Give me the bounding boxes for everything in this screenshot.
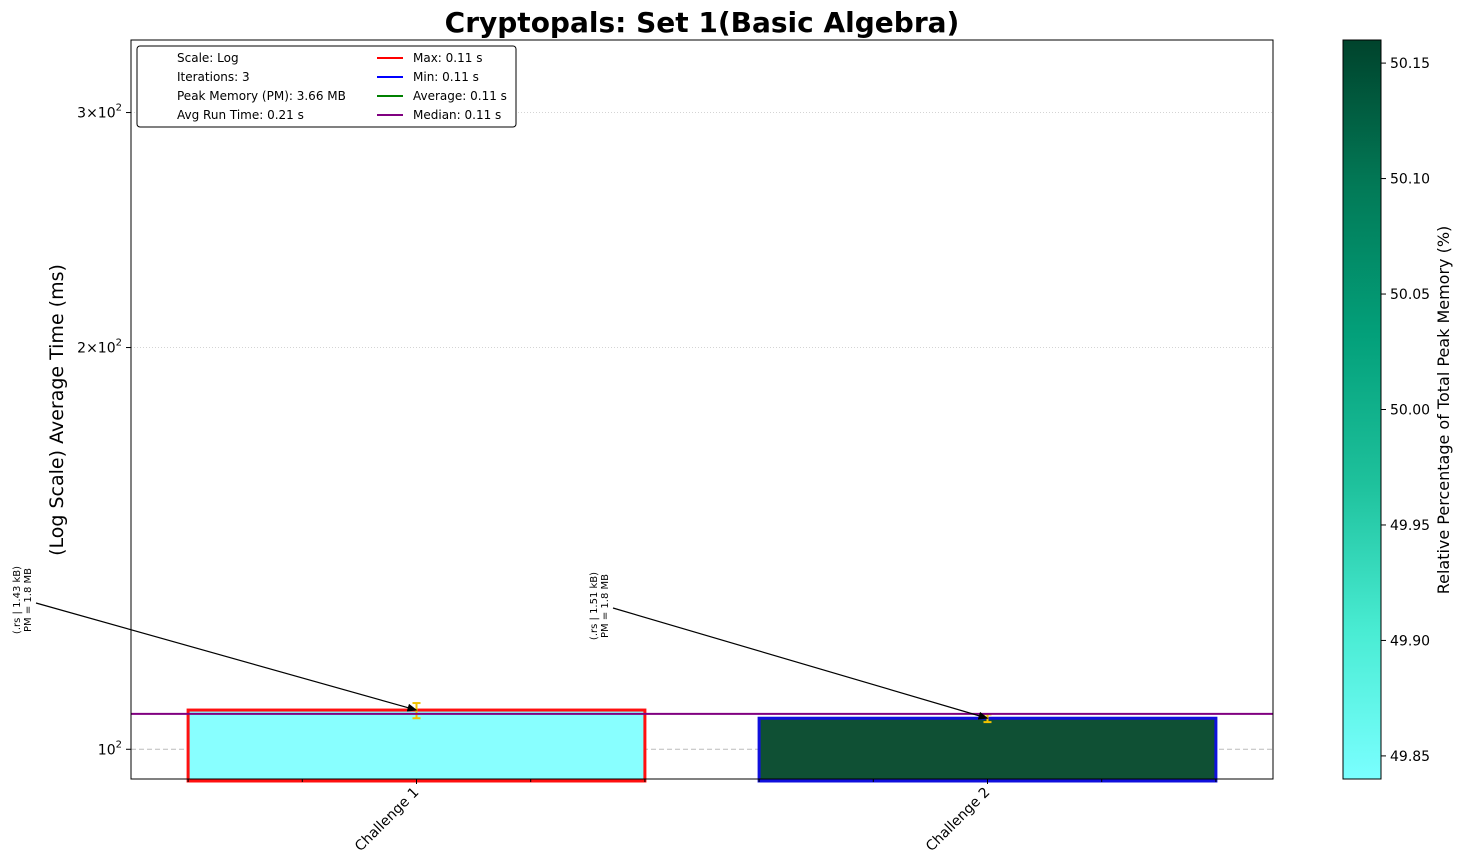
y-tick-label: 102 <box>98 739 122 758</box>
legend-frame <box>136 45 517 128</box>
annotation-arrow <box>35 602 418 712</box>
colorbar-tick-label: 50.10 <box>1390 172 1430 188</box>
legend-entry-3: Average: 0.11 s <box>413 89 507 103</box>
annotation-1: (.rs | 1.43 kB)PM = 1.8 MB <box>12 566 418 712</box>
colorbar-tick-label: 49.90 <box>1390 633 1430 649</box>
y-tick-label: 2×102 <box>77 338 122 357</box>
bar-1 <box>186 708 647 783</box>
annotation-2: (.rs | 1.51 kB)PM = 1.8 MB <box>589 572 989 720</box>
legend-info-2: Iterations: 3 <box>177 70 250 84</box>
chart-title: Cryptopals: Set 1(Basic Algebra) <box>445 6 960 39</box>
bars <box>186 702 1218 783</box>
colorbar-tick-label: 50.15 <box>1390 56 1430 72</box>
legend-entry-4: Median: 0.11 s <box>413 108 501 122</box>
legend-entry-2: Min: 0.11 s <box>413 70 479 84</box>
annotations: (.rs | 1.43 kB)PM = 1.8 MB (.rs | 1.51 kB… <box>12 566 989 720</box>
svg-text:(.rs | 1.43 kB)PM = 1.8 MB: (.rs | 1.43 kB)PM = 1.8 MB <box>12 566 34 634</box>
legend-entry-1: Max: 0.11 s <box>413 51 482 65</box>
colorbar-label: Relative Percentage of Total Peak Memory… <box>1434 226 1453 595</box>
gridlines <box>131 112 1273 750</box>
colorbar: Relative Percentage of Total Peak Memory… <box>1342 39 1453 780</box>
y-tick-label: 3×102 <box>77 103 122 122</box>
colorbar-tick-label: 50.05 <box>1390 287 1430 303</box>
colorbar-fill <box>1342 39 1382 780</box>
legend-info-1: Scale: Log <box>177 51 239 65</box>
legend: Scale: Log Iterations: 3 Peak Memory (PM):… <box>136 45 517 128</box>
svg-text:(.rs | 1.51 kB)PM = 1.8 MB: (.rs | 1.51 kB)PM = 1.8 MB <box>589 572 611 640</box>
x-tick-label: Challenge 2 <box>923 785 993 855</box>
annotation-arrow <box>612 607 989 720</box>
colorbar-tick-label: 49.85 <box>1390 749 1430 765</box>
x-tick-label: Challenge 1 <box>352 785 422 855</box>
legend-info-3: Peak Memory (PM): 3.66 MB <box>177 89 346 103</box>
bar-2 <box>757 716 1218 783</box>
y-axis-label: (Log Scale) Average Time (ms) <box>46 264 68 556</box>
plot-frame <box>130 39 1274 780</box>
colorbar-tick-label: 50.00 <box>1390 403 1430 419</box>
colorbar-tick-label: 49.95 <box>1390 518 1430 534</box>
legend-info-4: Avg Run Time: 0.21 s <box>177 108 304 122</box>
